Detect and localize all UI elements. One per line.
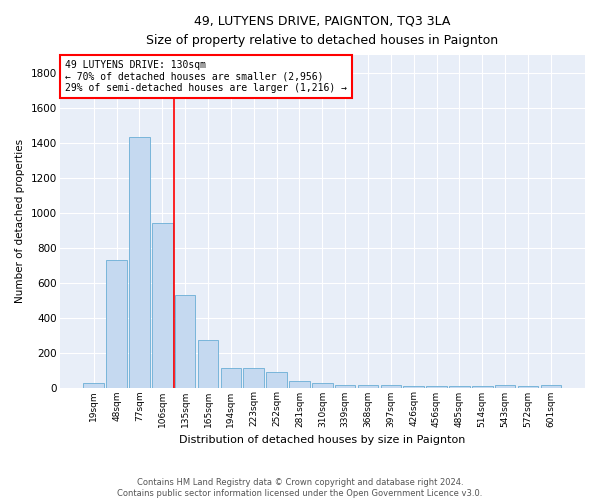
Bar — [335, 385, 355, 388]
Bar — [472, 386, 493, 388]
Bar — [449, 386, 470, 388]
Bar — [518, 386, 538, 388]
Bar — [289, 380, 310, 388]
Bar — [244, 368, 264, 388]
Bar — [221, 368, 241, 388]
Bar — [312, 383, 332, 388]
Bar — [541, 385, 561, 388]
Bar — [152, 223, 173, 388]
Y-axis label: Number of detached properties: Number of detached properties — [15, 139, 25, 304]
Bar — [266, 372, 287, 388]
Bar — [129, 138, 150, 388]
Title: 49, LUTYENS DRIVE, PAIGNTON, TQ3 3LA
Size of property relative to detached house: 49, LUTYENS DRIVE, PAIGNTON, TQ3 3LA Siz… — [146, 15, 499, 47]
Bar — [403, 386, 424, 388]
Bar — [198, 340, 218, 388]
X-axis label: Distribution of detached houses by size in Paignton: Distribution of detached houses by size … — [179, 435, 466, 445]
Text: Contains HM Land Registry data © Crown copyright and database right 2024.
Contai: Contains HM Land Registry data © Crown c… — [118, 478, 482, 498]
Bar — [426, 386, 447, 388]
Text: 49 LUTYENS DRIVE: 130sqm
← 70% of detached houses are smaller (2,956)
29% of sem: 49 LUTYENS DRIVE: 130sqm ← 70% of detach… — [65, 60, 347, 94]
Bar — [175, 295, 196, 388]
Bar — [495, 385, 515, 388]
Bar — [83, 383, 104, 388]
Bar — [380, 385, 401, 388]
Bar — [358, 385, 378, 388]
Bar — [106, 260, 127, 388]
